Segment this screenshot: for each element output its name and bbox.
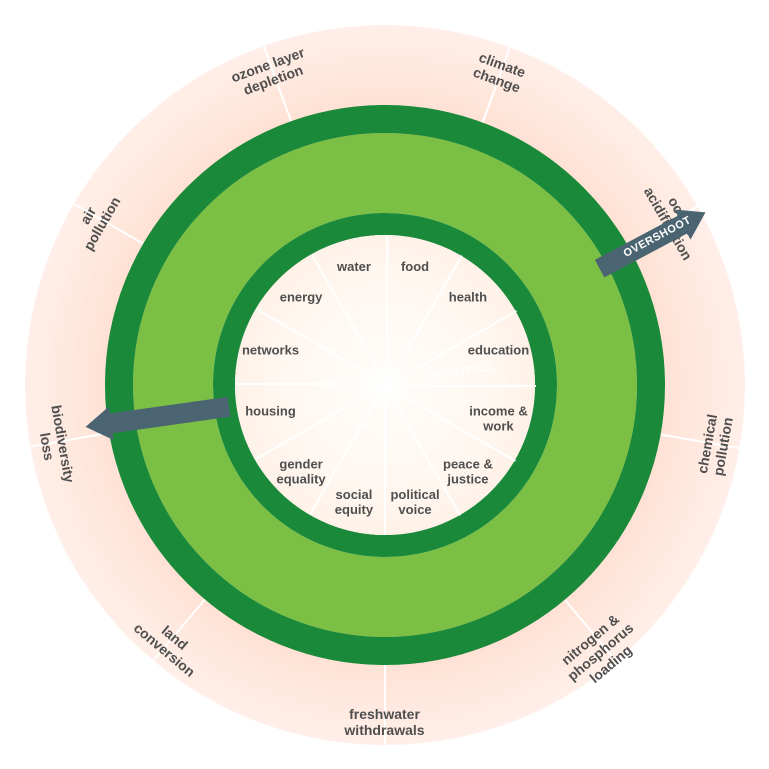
seg-inner-divider [384,385,386,535]
doughnut-diagram: ECOLOGICAL CEILING the safe and just spa… [0,0,769,769]
seg-inner-divider [386,385,536,387]
seg-inner-divider [386,235,388,385]
seg-outer-divider [384,665,386,745]
seg-inner-divider [236,383,386,385]
